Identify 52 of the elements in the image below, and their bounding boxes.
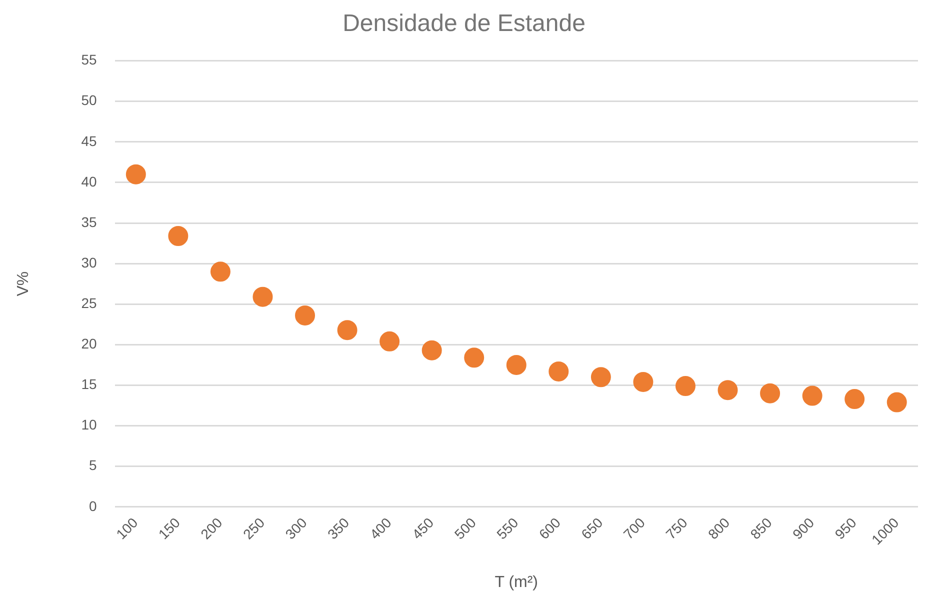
- point: [886, 392, 907, 412]
- x-tick-label: 700: [620, 514, 648, 542]
- y-tick-label: 0: [88, 498, 97, 514]
- y-tick-label: 50: [81, 92, 97, 108]
- y-tick-label: 30: [81, 254, 97, 270]
- y-tick-label: 5: [88, 457, 97, 474]
- x-tick-label: 950: [832, 514, 860, 542]
- x-tick-label: 200: [197, 514, 226, 542]
- point: [633, 372, 654, 392]
- x-tick-label: 900: [789, 514, 818, 542]
- point: [126, 164, 146, 184]
- x-tick-label: 250: [240, 514, 268, 542]
- point: [252, 286, 273, 307]
- y-tick-label: 35: [81, 214, 97, 230]
- point: [464, 348, 484, 368]
- y-tick-label: 45: [81, 132, 97, 149]
- y-axis-title: V%: [15, 271, 32, 296]
- y-tick-label: 10: [81, 416, 97, 433]
- y-tick-label: 40: [81, 173, 97, 190]
- point: [675, 376, 696, 396]
- x-tick-label: 800: [704, 514, 733, 542]
- x-tick-label: 350: [324, 514, 352, 542]
- x-tick-label: 150: [155, 514, 184, 542]
- x-tick-label: 850: [747, 514, 776, 542]
- point: [760, 383, 780, 404]
- x-tick-label: 300: [282, 514, 310, 542]
- x-tick-label: 650: [578, 514, 606, 542]
- y-tick-label: 15: [81, 376, 97, 392]
- point: [844, 389, 865, 410]
- y-tick-label: 25: [81, 294, 97, 311]
- x-tick-label: 750: [662, 514, 690, 542]
- x-tick-label: 100: [112, 514, 141, 542]
- x-tick-label: 600: [536, 514, 564, 542]
- chart-title: Densidade de Estande: [342, 10, 586, 38]
- point: [210, 262, 230, 282]
- point: [718, 380, 738, 400]
- point: [380, 331, 400, 352]
- point: [548, 361, 569, 382]
- point: [168, 226, 188, 246]
- x-tick-label: 450: [408, 514, 437, 542]
- point: [590, 367, 611, 388]
- x-axis-title: T (m²): [494, 574, 538, 591]
- point: [506, 354, 526, 375]
- y-tick-label: 20: [81, 336, 97, 352]
- x-tick-label: 400: [366, 514, 395, 542]
- y-tick-label: 55: [81, 52, 97, 68]
- x-tick-label: 500: [451, 514, 480, 542]
- point: [295, 305, 316, 326]
- x-tick-label: 550: [493, 514, 522, 542]
- point: [422, 340, 442, 360]
- point: [337, 320, 358, 340]
- point: [802, 386, 822, 406]
